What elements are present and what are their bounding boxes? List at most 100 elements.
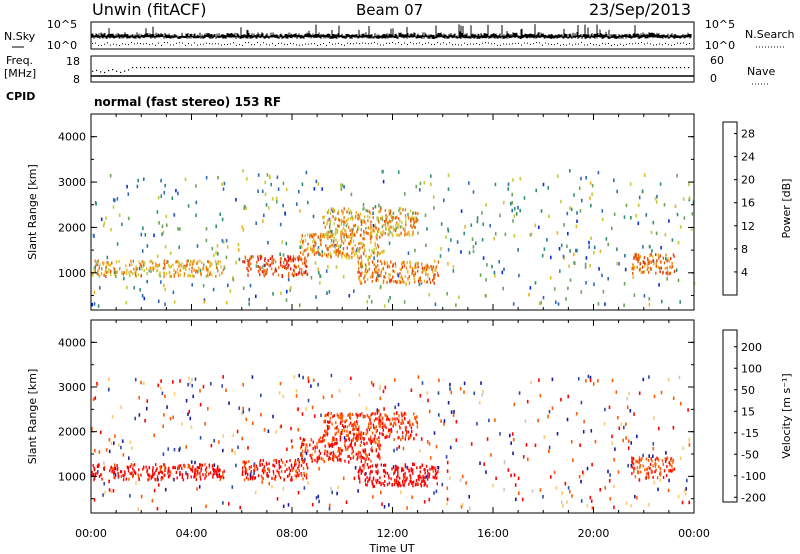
echo-region-2 xyxy=(309,443,311,447)
echo-region-1 xyxy=(267,259,269,262)
scatter-echo xyxy=(179,379,181,383)
nave-dot xyxy=(184,67,186,69)
echo-region-3 xyxy=(384,413,386,417)
echo-region-1 xyxy=(298,255,300,259)
nsearch-dot xyxy=(341,44,342,46)
echo-region-1 xyxy=(294,265,297,269)
echo-region-4 xyxy=(417,279,420,283)
scatter-echo xyxy=(616,261,618,266)
echo-region-3 xyxy=(384,423,386,427)
echo-region-3 xyxy=(340,230,342,234)
echo-region-0 xyxy=(142,467,144,471)
scatter-echo xyxy=(561,500,563,505)
scatter-echo xyxy=(302,375,304,380)
echo-region-3 xyxy=(389,422,391,426)
scatter-echo xyxy=(146,244,149,248)
echo-region-4 xyxy=(364,472,366,476)
scatter-echo xyxy=(570,440,573,444)
echo-region-0 xyxy=(126,465,128,469)
echo-region-5 xyxy=(668,469,670,473)
echo-region-0 xyxy=(101,477,103,481)
echo-region-0 xyxy=(94,472,97,476)
scatter-echo xyxy=(378,439,380,444)
scatter-echo xyxy=(598,267,600,271)
echo-region-1 xyxy=(261,463,263,466)
nsearch-dot xyxy=(401,44,402,46)
echo-region-5 xyxy=(659,266,661,270)
scatter-echo xyxy=(295,476,297,480)
scatter-echo xyxy=(688,500,690,505)
nave-dot xyxy=(580,67,582,69)
echo-region-3 xyxy=(327,220,329,224)
nave-dot xyxy=(596,67,598,69)
echo-region-3 xyxy=(378,210,380,214)
echo-region-5 xyxy=(638,253,640,257)
scatter-echo xyxy=(335,265,338,269)
echo-region-1 xyxy=(305,269,307,273)
scatter-echo xyxy=(285,187,288,192)
scatter-echo xyxy=(199,436,202,440)
nave-dot xyxy=(632,67,634,69)
echo-region-3 xyxy=(410,224,412,228)
echo-region-0 xyxy=(178,464,180,468)
scatter-echo xyxy=(663,203,666,207)
echo-region-3 xyxy=(381,425,384,429)
nsearch-dot xyxy=(119,44,120,46)
echo-region-3 xyxy=(386,417,388,421)
nave-dot xyxy=(576,67,578,69)
scatter-echo xyxy=(364,451,366,455)
echo-region-3 xyxy=(360,219,362,223)
scatter-echo xyxy=(221,182,223,186)
scatter-echo xyxy=(437,466,440,470)
nsearch-dot xyxy=(629,43,630,45)
echo-region-3 xyxy=(371,229,373,233)
echo-region-0 xyxy=(203,263,205,267)
nave-dot xyxy=(200,67,202,69)
echo-region-5 xyxy=(633,265,636,269)
nsearch-dot xyxy=(305,43,306,45)
echo-region-0 xyxy=(146,468,149,472)
echo-region-0 xyxy=(218,475,220,478)
scatter-echo xyxy=(676,173,678,178)
echo-region-3 xyxy=(369,227,371,231)
echo-region-3 xyxy=(326,233,328,237)
echo-region-3 xyxy=(400,438,402,442)
nsearch-dot xyxy=(368,43,369,45)
echo-region-2 xyxy=(314,240,316,244)
echo-region-1 xyxy=(301,258,303,262)
scatter-echo xyxy=(387,299,390,303)
echo-region-5 xyxy=(631,456,633,460)
nsearch-dot xyxy=(176,42,177,44)
echo-region-1 xyxy=(280,469,283,473)
scatter-echo xyxy=(470,223,473,227)
scatter-echo xyxy=(688,182,690,187)
echo-region-5 xyxy=(671,457,673,461)
echo-region-4 xyxy=(420,476,422,480)
nave-dot xyxy=(648,67,650,69)
scatter-echo xyxy=(165,214,168,219)
echo-region-4 xyxy=(427,477,429,481)
nave-dot xyxy=(96,69,98,72)
scatter-echo xyxy=(605,237,608,241)
echo-region-0 xyxy=(192,465,194,469)
echo-region-3 xyxy=(324,434,326,438)
echo-region-4 xyxy=(401,260,404,264)
echo-region-1 xyxy=(263,268,265,272)
echo-region-1 xyxy=(278,460,280,464)
scatter-echo xyxy=(338,389,341,393)
nsearch-dot xyxy=(293,43,294,45)
scatter-echo xyxy=(526,399,529,404)
scatter-echo xyxy=(235,198,237,202)
scatter-echo xyxy=(138,266,141,271)
echo-region-2 xyxy=(337,254,339,258)
echo-region-5 xyxy=(665,271,667,275)
echo-region-2 xyxy=(334,441,336,445)
scatter-echo xyxy=(199,389,201,393)
cpid-text: normal (fast stereo) 153 RF xyxy=(94,95,281,109)
scatter-echo xyxy=(586,466,589,471)
echo-region-2 xyxy=(370,240,372,244)
scatter-echo xyxy=(412,462,414,466)
echo-region-3 xyxy=(398,207,400,211)
echo-region-0 xyxy=(150,259,153,263)
nave-dot xyxy=(216,67,218,69)
